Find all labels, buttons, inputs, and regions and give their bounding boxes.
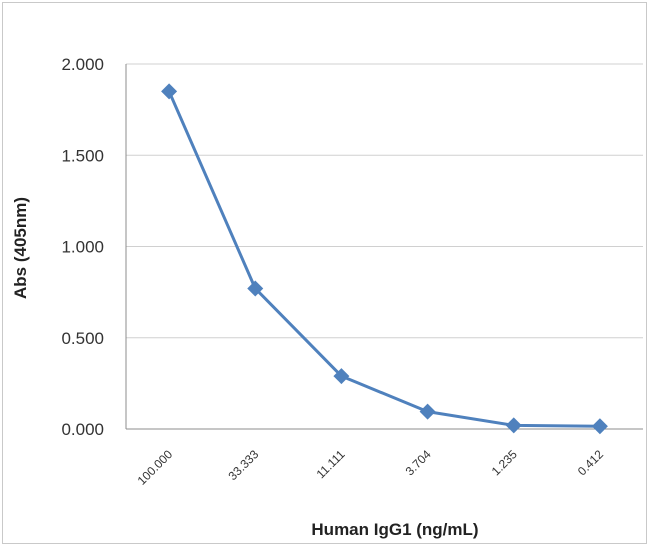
y-tick-label: 2.000 [61, 55, 104, 74]
axes [125, 64, 643, 430]
y-tick-label: 1.000 [61, 238, 104, 257]
x-tick-label: 11.111 [314, 447, 348, 481]
x-tick-label: 100.000 [135, 447, 176, 488]
data-point [247, 280, 264, 297]
y-tick-label: 1.500 [61, 146, 104, 165]
x-tick-label: 1.235 [489, 447, 520, 478]
x-tick-label: 33.333 [226, 447, 262, 483]
data-point [419, 403, 436, 420]
data-point [591, 418, 608, 435]
x-tick-label: 3.704 [403, 447, 434, 478]
y-tick-label: 0.000 [61, 420, 104, 439]
y-axis-title: Abs (405nm) [11, 197, 30, 299]
gridlines [126, 63, 643, 339]
series-group [161, 83, 608, 435]
x-axis-title: Human IgG1 (ng/mL) [311, 520, 478, 539]
y-axis-ticks: 0.000 0.500 1.000 1.500 2.000 [61, 55, 104, 439]
x-axis-ticks: 100.000 33.333 11.111 3.704 1.235 0.412 [135, 447, 607, 488]
data-point [505, 417, 522, 434]
x-tick-label: 0.412 [575, 447, 606, 478]
data-point [333, 368, 350, 385]
series-line [167, 90, 600, 428]
data-point [161, 83, 178, 100]
y-tick-label: 0.500 [61, 329, 104, 348]
